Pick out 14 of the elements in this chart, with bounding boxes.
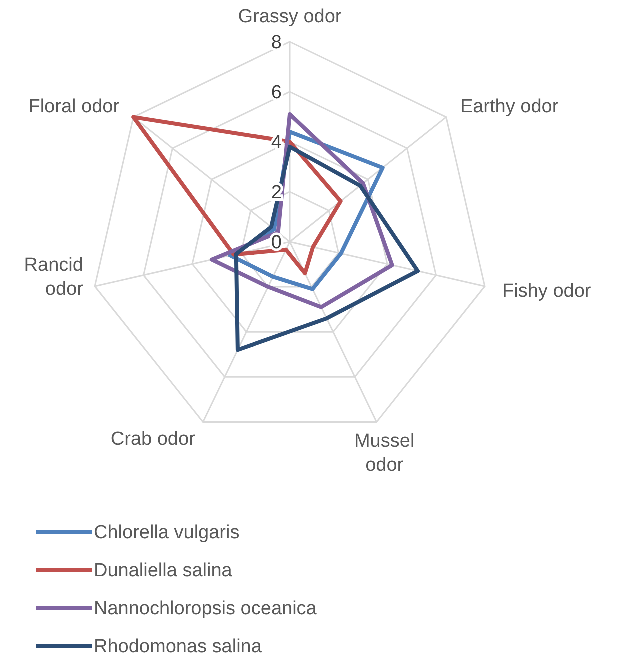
spoke-label: Rancid odor	[24, 255, 84, 300]
y-tick-label: 8	[271, 32, 282, 54]
spoke-label: Earthy odor	[460, 96, 560, 118]
legend-label: Dunaliella salina	[94, 560, 233, 582]
spoke-label: Crab odor	[110, 429, 196, 450]
spoke-label: Grassy odor	[238, 6, 342, 28]
spoke-label: Fishy odor	[502, 281, 592, 302]
legend-label: Rhodomonas salina	[94, 636, 262, 658]
y-tick-label: 6	[271, 82, 282, 104]
legend-label: Nannochloropsis oceanica	[94, 598, 318, 620]
spoke-label: Mussel odor	[354, 431, 415, 476]
legend-label: Chlorella vulgaris	[94, 522, 240, 544]
spoke-label: Floral odor	[28, 96, 120, 118]
y-tick-label: 0	[271, 232, 282, 254]
